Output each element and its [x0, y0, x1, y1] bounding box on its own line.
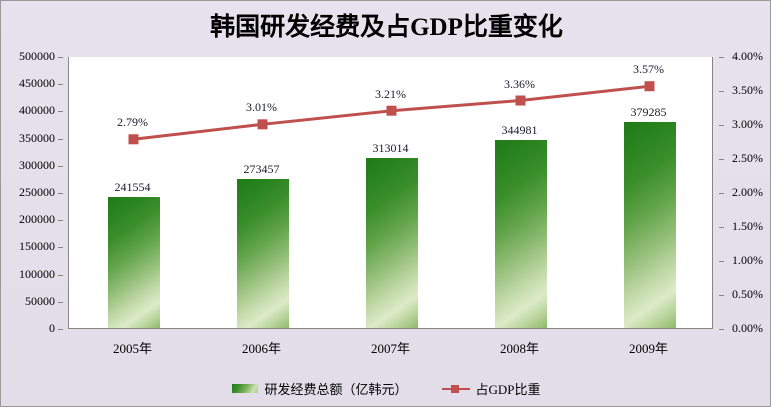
- x-axis-category-label: 2006年: [241, 341, 281, 356]
- y-axis-right-tick: [719, 91, 724, 92]
- x-axis-category-label: 2007年: [370, 341, 410, 356]
- bar-value-label: 241554: [114, 179, 151, 194]
- line-value-label: 3.36%: [504, 76, 535, 91]
- x-axis-category-label: 2008年: [499, 341, 539, 356]
- y-axis-right-tick: [719, 159, 724, 160]
- y-axis-left-tick: [58, 111, 63, 112]
- x-axis-category-label: 2009年: [628, 341, 668, 356]
- y-axis-right-tick-label: 4.00%: [732, 49, 763, 63]
- y-axis-left-tick-label: 450000: [19, 76, 55, 91]
- bar-value-label: 344981: [501, 123, 538, 138]
- plot-area: [68, 57, 713, 329]
- y-axis-left-tick: [58, 139, 63, 140]
- y-axis-left-tick: [58, 220, 63, 221]
- y-axis-right-tick-label: 1.50%: [732, 219, 763, 233]
- y-axis-left-tick-label: 400000: [19, 103, 55, 118]
- y-axis-left-tick-label: 100000: [19, 266, 55, 281]
- chart-legend: 研发经费总额（亿韩元） 占GDP比重: [1, 379, 770, 398]
- line-marker[interactable]: [644, 81, 655, 92]
- bar[interactable]: [107, 196, 160, 328]
- y-axis-left-tick: [58, 84, 63, 85]
- bar-value-label: 273457: [243, 162, 280, 177]
- legend-label-bar: 研发经费总额（亿韩元）: [264, 382, 408, 397]
- legend-label-line: 占GDP比重: [475, 382, 541, 397]
- chart-title: 韩国研发经费及占GDP比重变化: [210, 14, 563, 41]
- y-axis-right-tick-label: 2.00%: [732, 185, 763, 199]
- y-axis-left-tick-label: 300000: [19, 157, 55, 172]
- y-axis-right-tick-label: 2.50%: [732, 151, 763, 165]
- y-axis-left-tick: [58, 57, 63, 58]
- y-axis-left-tick: [58, 247, 63, 248]
- line-marker[interactable]: [128, 134, 139, 145]
- y-axis-left: 500000 450000 400000 350000 300000 250000 2000…: [1, 1, 63, 406]
- y-axis-right-tick: [719, 125, 724, 126]
- y-axis-right-tick-label: 0.50%: [732, 287, 763, 301]
- y-axis-left-tick: [58, 302, 63, 303]
- line-value-label: 2.79%: [117, 115, 148, 130]
- y-axis-right-tick-label: 3.50%: [732, 83, 763, 97]
- line-marker[interactable]: [515, 95, 526, 106]
- line-marker-icon: [441, 384, 470, 394]
- y-axis-left-tick-label: 500000: [19, 49, 55, 63]
- bar-value-label: 313014: [372, 140, 409, 155]
- legend-item-bar[interactable]: 研发经费总额（亿韩元）: [232, 379, 408, 398]
- bar[interactable]: [494, 140, 547, 328]
- line-value-label: 3.01%: [246, 100, 277, 115]
- y-axis-right-tick: [719, 193, 724, 194]
- y-axis-right-tick: [719, 329, 724, 330]
- x-axis-category-label: 2005年: [112, 341, 152, 356]
- line-series: [128, 81, 655, 145]
- y-axis-left-tick-label: 50000: [25, 293, 55, 308]
- y-axis-left-tick: [58, 166, 63, 167]
- y-axis-left-tick: [58, 193, 63, 194]
- y-axis-left-tick-label: 0: [49, 321, 55, 335]
- y-axis-right-tick: [719, 57, 724, 58]
- y-axis-right-tick: [719, 261, 724, 262]
- legend-item-line[interactable]: 占GDP比重: [441, 379, 541, 398]
- y-axis-right: 4.00% 3.50% 3.00% 2.50% 2.00% 1.50% 1.00% 0.50%…: [719, 1, 770, 406]
- y-axis-left-tick-label: 350000: [19, 130, 55, 145]
- line-value-label: 3.57%: [633, 62, 664, 77]
- y-axis-right-tick-label: 0.00%: [732, 321, 763, 335]
- line-marker[interactable]: [257, 119, 268, 130]
- plot-inner: [69, 57, 712, 328]
- y-axis-right-tick: [719, 295, 724, 296]
- y-axis-left-tick-label: 250000: [19, 185, 55, 199]
- line-marker[interactable]: [386, 105, 397, 116]
- bar-value-label: 379285: [630, 104, 667, 119]
- bar[interactable]: [623, 121, 676, 328]
- line-value-label: 3.21%: [375, 86, 406, 101]
- y-axis-right-tick-label: 3.00%: [732, 117, 763, 131]
- y-axis-left-tick-label: 150000: [19, 239, 55, 254]
- y-axis-left-tick: [58, 329, 63, 330]
- y-axis-right-tick-label: 1.00%: [732, 253, 763, 267]
- bar[interactable]: [365, 157, 418, 328]
- bar-swatch-icon: [232, 384, 259, 393]
- bar[interactable]: [236, 179, 289, 328]
- y-axis-left-tick: [58, 275, 63, 276]
- y-axis-left-tick-label: 200000: [19, 212, 55, 227]
- y-axis-right-tick: [719, 227, 724, 228]
